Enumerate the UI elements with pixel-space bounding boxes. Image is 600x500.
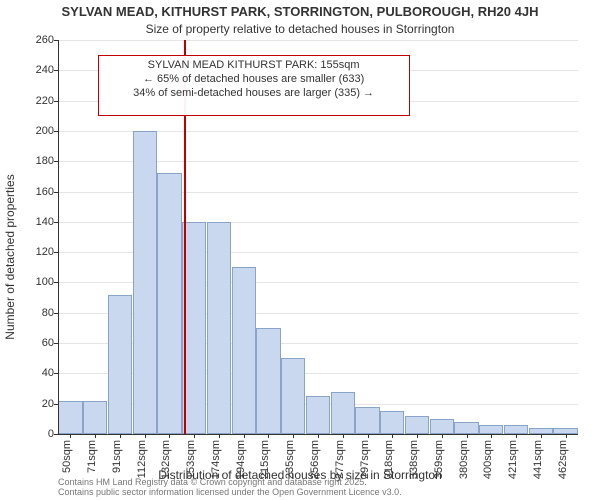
annotation-line: 34% of semi-detached houses are larger (…: [105, 87, 403, 101]
histogram-bar: [256, 328, 280, 434]
y-tick-mark: [54, 373, 58, 374]
x-tick-mark: [145, 434, 146, 438]
x-tick-label: 71sqm: [85, 440, 99, 490]
annotation-line: SYLVAN MEAD KITHURST PARK: 155sqm: [105, 59, 403, 73]
y-tick-label: 0: [14, 428, 54, 440]
histogram-bar: [58, 401, 82, 434]
x-tick-mark: [467, 434, 468, 438]
histogram-bar: [306, 396, 330, 434]
y-tick-mark: [54, 192, 58, 193]
y-tick-label: 240: [14, 64, 54, 76]
x-tick-mark: [268, 434, 269, 438]
x-tick-label: 400sqm: [481, 440, 495, 490]
histogram-bar: [355, 407, 379, 434]
y-tick-mark: [54, 40, 58, 41]
y-tick-label: 260: [14, 34, 54, 46]
y-tick-mark: [54, 313, 58, 314]
gridline: [58, 40, 578, 41]
y-tick-label: 120: [14, 246, 54, 258]
x-tick-mark: [392, 434, 393, 438]
annotation-box: SYLVAN MEAD KITHURST PARK: 155sqm← 65% o…: [98, 55, 410, 116]
x-tick-mark: [566, 434, 567, 438]
histogram-bar: [479, 425, 503, 434]
x-tick-label: 256sqm: [308, 440, 322, 490]
histogram-bar: [405, 416, 429, 434]
chart-title-sub: Size of property relative to detached ho…: [0, 22, 600, 36]
histogram-bar: [504, 425, 528, 434]
plot-area: SYLVAN MEAD KITHURST PARK: 155sqm← 65% o…: [58, 40, 578, 434]
y-tick-mark: [54, 101, 58, 102]
y-tick-mark: [54, 70, 58, 71]
histogram-bar: [83, 401, 107, 434]
x-tick-label: 153sqm: [184, 440, 198, 490]
x-tick-mark: [95, 434, 96, 438]
y-tick-mark: [54, 282, 58, 283]
x-tick-mark: [368, 434, 369, 438]
histogram-bar: [232, 267, 256, 434]
x-tick-label: 359sqm: [432, 440, 446, 490]
x-tick-mark: [169, 434, 170, 438]
x-tick-label: 132sqm: [159, 440, 173, 490]
histogram-bar: [281, 358, 305, 434]
y-tick-label: 200: [14, 125, 54, 137]
y-tick-mark: [54, 434, 58, 435]
y-tick-mark: [54, 222, 58, 223]
x-tick-label: 380sqm: [457, 440, 471, 490]
y-tick-mark: [54, 404, 58, 405]
x-tick-label: 441sqm: [531, 440, 545, 490]
y-tick-mark: [54, 343, 58, 344]
histogram-bar: [331, 392, 355, 434]
y-tick-label: 20: [14, 398, 54, 410]
x-tick-label: 318sqm: [382, 440, 396, 490]
x-tick-label: 174sqm: [209, 440, 223, 490]
x-tick-label: 297sqm: [358, 440, 372, 490]
chart-title-main: SYLVAN MEAD, KITHURST PARK, STORRINGTON,…: [0, 4, 600, 19]
y-tick-label: 180: [14, 155, 54, 167]
y-tick-label: 100: [14, 276, 54, 288]
y-tick-label: 140: [14, 216, 54, 228]
histogram-bar: [454, 422, 478, 434]
x-tick-mark: [516, 434, 517, 438]
x-tick-mark: [194, 434, 195, 438]
histogram-bar: [430, 419, 454, 434]
histogram-bar: [380, 411, 404, 434]
x-tick-label: 235sqm: [283, 440, 297, 490]
x-tick-mark: [343, 434, 344, 438]
y-tick-label: 60: [14, 337, 54, 349]
y-axis-line: [58, 40, 59, 434]
x-tick-mark: [417, 434, 418, 438]
x-tick-label: 277sqm: [333, 440, 347, 490]
x-tick-label: 215sqm: [258, 440, 272, 490]
x-tick-label: 421sqm: [506, 440, 520, 490]
x-tick-label: 338sqm: [407, 440, 421, 490]
y-tick-label: 220: [14, 95, 54, 107]
x-tick-mark: [219, 434, 220, 438]
histogram-bar: [157, 173, 181, 434]
x-tick-label: 91sqm: [110, 440, 124, 490]
x-tick-label: 462sqm: [556, 440, 570, 490]
x-tick-mark: [120, 434, 121, 438]
histogram-bar: [108, 295, 132, 434]
x-tick-mark: [541, 434, 542, 438]
y-tick-mark: [54, 131, 58, 132]
x-tick-mark: [244, 434, 245, 438]
histogram-bar: [133, 131, 157, 434]
y-tick-label: 40: [14, 367, 54, 379]
x-tick-mark: [70, 434, 71, 438]
x-tick-label: 112sqm: [135, 440, 149, 490]
y-tick-mark: [54, 161, 58, 162]
annotation-line: ← 65% of detached houses are smaller (63…: [105, 73, 403, 87]
x-tick-label: 50sqm: [60, 440, 74, 490]
x-tick-mark: [293, 434, 294, 438]
x-tick-mark: [442, 434, 443, 438]
x-tick-label: 194sqm: [234, 440, 248, 490]
x-tick-mark: [318, 434, 319, 438]
y-tick-label: 160: [14, 186, 54, 198]
x-tick-mark: [491, 434, 492, 438]
y-tick-label: 80: [14, 307, 54, 319]
histogram-bar: [207, 222, 231, 434]
chart-container: SYLVAN MEAD, KITHURST PARK, STORRINGTON,…: [0, 0, 600, 500]
y-tick-mark: [54, 252, 58, 253]
